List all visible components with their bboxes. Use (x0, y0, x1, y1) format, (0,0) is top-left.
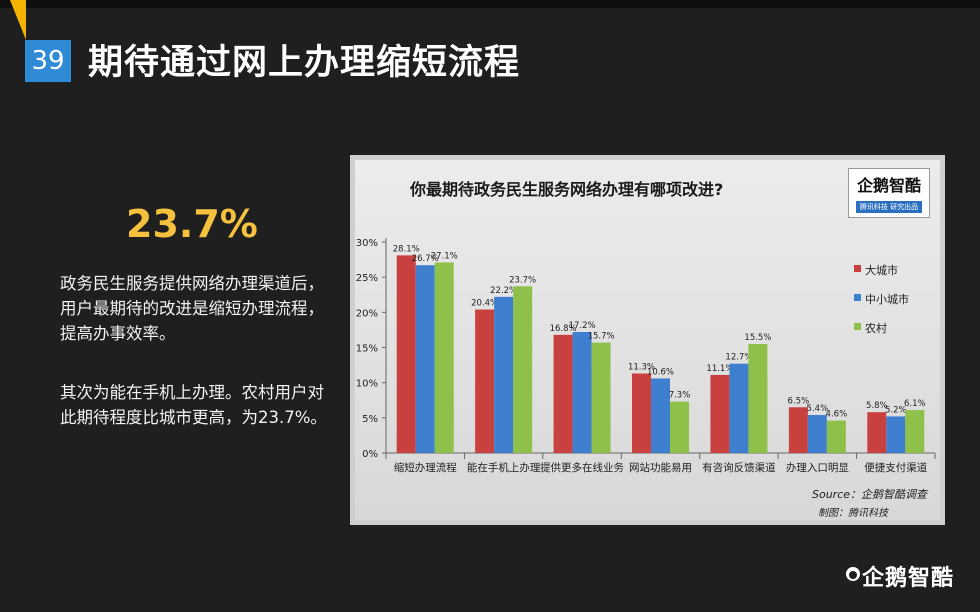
bar (748, 343, 768, 453)
bar (572, 332, 592, 453)
bar (396, 255, 416, 453)
bar (905, 410, 925, 453)
bar-value-label: 4.6% (826, 410, 848, 420)
bar (788, 407, 808, 453)
bar-value-label: 11.3% (628, 363, 655, 373)
bar (591, 342, 611, 453)
bar-value-label: 15.5% (744, 333, 771, 343)
bar-value-label: 27.1% (431, 251, 458, 261)
highlight-percentage: 23.7% (126, 202, 258, 246)
x-category-label: 能在手机上办理 (467, 461, 541, 474)
top-bar (0, 0, 980, 8)
bar (632, 373, 651, 453)
x-category-label: 网站功能易用 (629, 461, 692, 474)
bar-value-label: 5.4% (807, 404, 829, 414)
bar-value-label: 26.7% (412, 254, 439, 264)
y-tick-label: 20% (356, 308, 378, 319)
badge-logo-text: 企鹅智酷 (856, 176, 921, 195)
accent-triangle (10, 0, 26, 40)
bar-value-label: 15.7% (588, 332, 615, 342)
bar-value-label: 22.2% (490, 286, 517, 296)
legend-swatch (854, 323, 861, 330)
penguin-icon (846, 567, 860, 581)
bar-value-label: 11.1% (706, 364, 733, 374)
x-category-label: 有咨询反馈渠道 (702, 461, 776, 474)
bar (867, 412, 887, 453)
y-tick-label: 15% (356, 344, 378, 355)
legend-label: 农村 (865, 322, 887, 335)
y-tick-label: 0% (362, 449, 378, 460)
bar-value-label: 6.5% (788, 396, 810, 406)
x-category-label: 缩短办理流程 (394, 461, 457, 474)
bar (513, 286, 533, 453)
legend-swatch (854, 265, 861, 272)
footer-brand: 企鹅智酷 (862, 566, 955, 591)
y-tick-label: 5% (362, 414, 378, 425)
bar-value-label: 12.7% (725, 353, 752, 363)
bar (434, 262, 454, 453)
chart-source: Source：企鹅智酷调查 (812, 488, 928, 501)
x-category-label: 提供更多在线业务 (540, 461, 624, 474)
bar (729, 363, 749, 453)
y-tick-label: 10% (356, 379, 378, 390)
x-category-label: 便捷支付渠道 (864, 461, 927, 474)
brand-badge: 企鹅智酷 腾讯科技 研究出品 (848, 168, 930, 218)
bar (886, 416, 906, 453)
slide-title: 期待通过网上办理缩短流程 (88, 43, 521, 83)
bar (710, 374, 730, 453)
bar (553, 334, 573, 453)
bar (475, 309, 495, 453)
legend-label: 中小城市 (865, 293, 909, 306)
bar-value-label: 5.8% (866, 401, 888, 411)
bar-value-label: 7.3% (669, 391, 691, 401)
bar (670, 401, 689, 453)
chart-title: 你最期待政务民生服务网络办理有哪项改进? (410, 180, 724, 199)
bar-value-label: 6.1% (904, 399, 926, 409)
bar-value-label: 28.1% (393, 244, 420, 254)
bar (415, 265, 435, 453)
y-tick-label: 25% (356, 273, 378, 284)
chart-maker: 制图：腾讯科技 (818, 508, 888, 519)
bar (494, 296, 514, 453)
legend-swatch (854, 294, 861, 301)
badge-subtitle: 腾讯科技 研究出品 (856, 201, 922, 213)
slide-number: 39 (25, 40, 71, 82)
bar (651, 378, 670, 453)
bar-value-label: 10.6% (647, 367, 674, 377)
bar-value-label: 20.4% (471, 299, 498, 309)
description-paragraph-1: 政务民生服务提供网络办理渠道后，用户最期待的改进是缩短办理流程，提高办事效率。 (60, 274, 324, 343)
bar-value-label: 16.8% (550, 324, 577, 334)
bar (826, 420, 846, 453)
bar-value-label: 17.2% (569, 321, 596, 331)
y-tick-label: 30% (356, 238, 378, 249)
bar (807, 415, 827, 453)
bar-value-label: 23.7% (509, 275, 536, 285)
bar-value-label: 5.2% (885, 405, 907, 415)
legend-label: 大城市 (865, 264, 898, 277)
description-paragraph-2: 其次为能在手机上办理。农村用户对此期待程度比城市更高，为23.7%。 (60, 383, 327, 427)
x-category-label: 办理入口明显 (786, 461, 849, 474)
